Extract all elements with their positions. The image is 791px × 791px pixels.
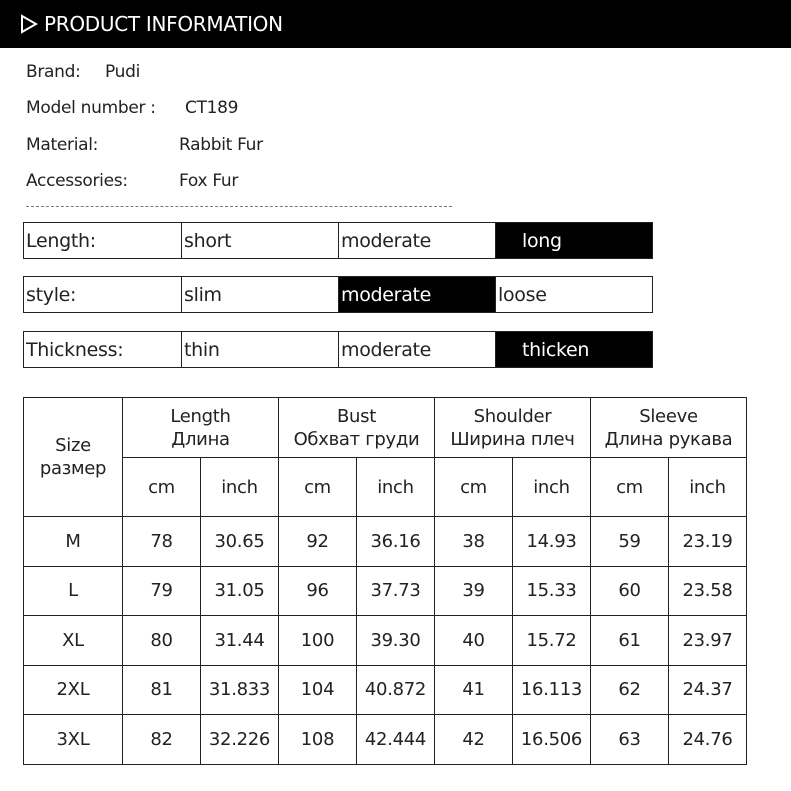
- measurement-cell: 80: [122, 615, 201, 666]
- attribute-option: thin: [181, 332, 338, 367]
- measurement-cell: 61: [590, 615, 669, 666]
- attribute-label: style:: [26, 283, 77, 306]
- measurement-cell: 31.833: [200, 664, 279, 715]
- info-brand: Brand: Pudi: [26, 62, 140, 82]
- measurement-cell: 15.72: [512, 615, 591, 666]
- attribute-option: moderate: [338, 332, 495, 367]
- unit-header: cm: [122, 457, 201, 517]
- table-row: 2XL 81 31.833 104 40.872 41 16.113 62 24.37: [23, 664, 747, 715]
- measurement-cell: 59: [590, 516, 669, 567]
- info-value: Pudi: [105, 62, 141, 82]
- measurement-cell: 31.05: [200, 565, 279, 616]
- measurement-cell: 79: [122, 565, 201, 616]
- attribute-option-selected: moderate: [338, 277, 495, 312]
- measurement-cell: 32.226: [200, 714, 279, 765]
- size-cell: 3XL: [23, 714, 123, 765]
- attribute-option-selected: long: [495, 223, 652, 258]
- measurement-cell: 23.97: [668, 615, 747, 666]
- unit-header: inch: [668, 457, 747, 517]
- size-cell: M: [23, 516, 123, 567]
- measurement-cell: 24.37: [668, 664, 747, 715]
- measurement-cell: 100: [278, 615, 357, 666]
- measurement-cell: 38: [434, 516, 513, 567]
- section-header: PRODUCT INFORMATION: [0, 0, 791, 48]
- table-row: XL 80 31.44 100 39.30 40 15.72 61 23.97: [23, 615, 747, 666]
- length-header: Length Длина: [122, 397, 279, 458]
- measurement-cell: 62: [590, 664, 669, 715]
- measurement-cell: 16.113: [512, 664, 591, 715]
- measurement-cell: 82: [122, 714, 201, 765]
- dashed-divider: [26, 206, 452, 207]
- unit-header: inch: [200, 457, 279, 517]
- measurement-cell: 24.76: [668, 714, 747, 765]
- table-row: M 78 30.65 92 36.16 38 14.93 59 23.19: [23, 516, 747, 567]
- measurement-cell: 39.30: [356, 615, 435, 666]
- attribute-label: Thickness:: [26, 338, 124, 361]
- info-model: Model number : CT189: [26, 98, 239, 118]
- measurement-cell: 15.33: [512, 565, 591, 616]
- attribute-row: Length: short moderate long: [23, 222, 653, 259]
- shoulder-header: Shoulder Ширина плеч: [434, 397, 591, 458]
- measurement-cell: 16.506: [512, 714, 591, 765]
- measurement-cell: 37.73: [356, 565, 435, 616]
- size-header: Size размер: [23, 397, 123, 517]
- measurement-cell: 108: [278, 714, 357, 765]
- table-row: 3XL 82 32.226 108 42.444 42 16.506 63 24.76: [23, 714, 747, 765]
- measurement-cell: 39: [434, 565, 513, 616]
- info-material: Material: Rabbit Fur: [26, 135, 263, 155]
- play-triangle-outline-icon: [21, 14, 38, 34]
- measurement-cell: 42: [434, 714, 513, 765]
- info-label: Accessories:: [26, 171, 128, 191]
- attribute-row: style: slim moderate loose: [23, 276, 653, 313]
- measurement-cell: 23.19: [668, 516, 747, 567]
- info-label: Model number :: [26, 98, 156, 118]
- size-cell: L: [23, 565, 123, 616]
- attribute-option: short: [181, 223, 338, 258]
- measurement-cell: 78: [122, 516, 201, 567]
- info-value: Fox Fur: [179, 171, 239, 191]
- measurement-cell: 36.16: [356, 516, 435, 567]
- info-label: Material:: [26, 135, 99, 155]
- sleeve-header: Sleeve Длина рукава: [590, 397, 747, 458]
- info-label: Brand:: [26, 62, 81, 82]
- measurement-cell: 92: [278, 516, 357, 567]
- unit-header: cm: [434, 457, 513, 517]
- measurement-cell: 42.444: [356, 714, 435, 765]
- attribute-option: slim: [181, 277, 338, 312]
- unit-header: inch: [512, 457, 591, 517]
- unit-header: cm: [278, 457, 357, 517]
- measurement-cell: 104: [278, 664, 357, 715]
- attribute-row: Thickness: thin moderate thicken: [23, 331, 653, 368]
- info-accessories: Accessories: Fox Fur: [26, 171, 238, 191]
- measurement-cell: 60: [590, 565, 669, 616]
- measurement-cell: 96: [278, 565, 357, 616]
- measurement-cell: 40: [434, 615, 513, 666]
- table-row: L 79 31.05 96 37.73 39 15.33 60 23.58: [23, 565, 747, 616]
- info-value: CT189: [185, 98, 239, 118]
- attribute-label: Length:: [26, 229, 96, 252]
- measurement-cell: 30.65: [200, 516, 279, 567]
- measurement-cell: 31.44: [200, 615, 279, 666]
- measurement-cell: 81: [122, 664, 201, 715]
- measurement-cell: 40.872: [356, 664, 435, 715]
- measurement-cell: 14.93: [512, 516, 591, 567]
- measurement-cell: 23.58: [668, 565, 747, 616]
- unit-header: inch: [356, 457, 435, 517]
- attribute-option: moderate: [338, 223, 495, 258]
- attribute-option-selected: thicken: [495, 332, 652, 367]
- measurement-cell: 63: [590, 714, 669, 765]
- size-cell: 2XL: [23, 664, 123, 715]
- size-cell: XL: [23, 615, 123, 666]
- size-table: Size размер Length Длина Bust Обхват груди …: [23, 397, 747, 765]
- info-value: Rabbit Fur: [179, 135, 263, 155]
- section-title: PRODUCT INFORMATION: [44, 12, 283, 36]
- attribute-option: loose: [495, 277, 652, 312]
- unit-header: cm: [590, 457, 669, 517]
- measurement-cell: 41: [434, 664, 513, 715]
- bust-header: Bust Обхват груди: [278, 397, 435, 458]
